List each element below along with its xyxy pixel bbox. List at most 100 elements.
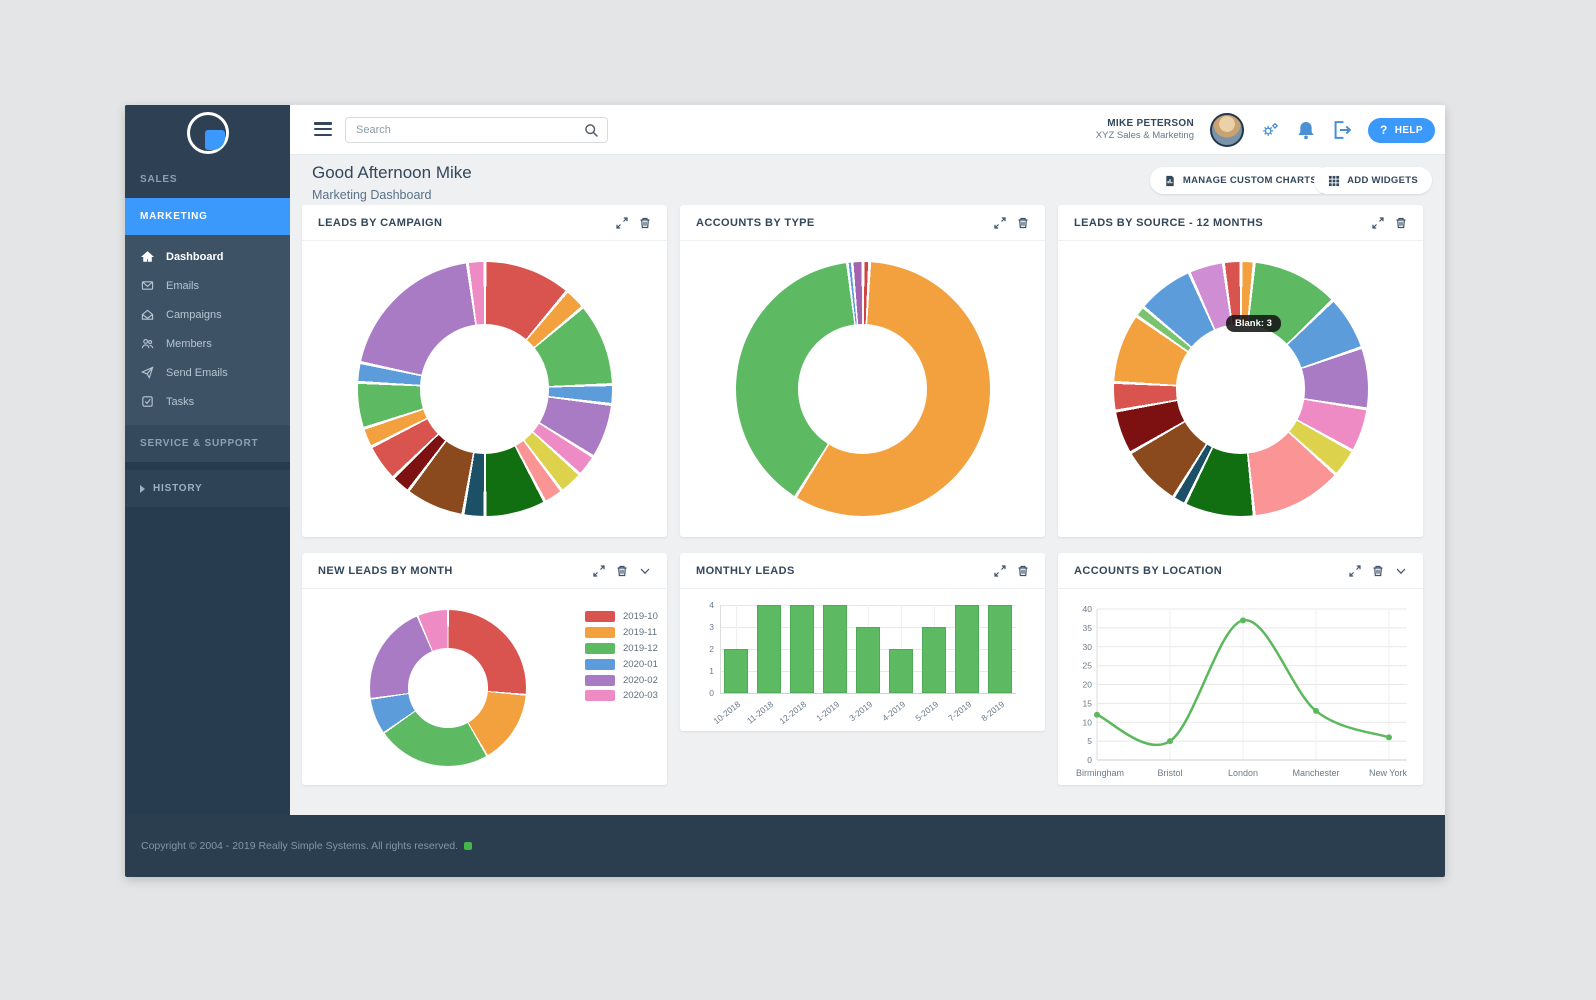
trash-icon[interactable] — [1372, 565, 1384, 577]
expand-icon[interactable] — [593, 564, 605, 577]
sidebar-item-label: Campaigns — [166, 308, 222, 321]
widget-accounts-by-type: ACCOUNTS BY TYPE — [680, 205, 1045, 537]
y-tick-label: 5 — [1087, 736, 1092, 746]
expand-icon[interactable] — [1372, 216, 1384, 229]
line-chart-accounts-by-location: 0 5 10 15 20 25 30 35 40 Birmingham Bristol London M… — [1076, 604, 1407, 778]
main-content: Good Afternoon Mike Marketing Dashboard … — [290, 155, 1445, 815]
search-icon[interactable] — [584, 123, 599, 138]
sidebar-section-history[interactable]: HISTORY — [125, 470, 290, 507]
sidebar-item-label: Dashboard — [166, 250, 224, 263]
status-dot-icon — [464, 842, 473, 850]
bar — [987, 605, 1012, 693]
sidebar-item-label: Send Emails — [166, 366, 228, 379]
trash-icon[interactable] — [639, 217, 651, 229]
y-tick-label: 0 — [709, 688, 714, 698]
sidebar-item-dashboard[interactable]: Dashboard — [125, 242, 290, 271]
trash-icon[interactable] — [1017, 565, 1029, 577]
legend-label: 2020-01 — [623, 658, 658, 670]
y-tick-label: 20 — [1083, 680, 1093, 690]
logo-container — [125, 105, 290, 161]
y-tick-label: 35 — [1083, 623, 1093, 633]
legend-item: 2020-02 — [585, 672, 658, 688]
legend-swatch — [585, 642, 615, 654]
expand-icon[interactable] — [994, 216, 1006, 229]
expand-icon[interactable] — [1349, 564, 1361, 577]
page-subtitle: Marketing Dashboard — [312, 188, 432, 202]
manage-custom-charts-button[interactable]: MANAGE CUSTOM CHARTS — [1149, 167, 1331, 194]
chart-tooltip: Blank: 3 — [1226, 315, 1281, 332]
bar — [790, 605, 815, 693]
users-icon — [141, 339, 154, 349]
topbar: MIKE PETERSON XYZ Sales & Marketing — [290, 105, 1445, 155]
help-button[interactable]: ? HELP — [1367, 117, 1435, 143]
sidebar-item-label: Members — [166, 337, 212, 350]
donut-chart-leads-by-source — [1113, 262, 1368, 516]
help-label: HELP — [1394, 124, 1423, 136]
data-point — [1094, 711, 1100, 718]
y-tick-label: 2 — [709, 644, 714, 654]
data-point — [1240, 617, 1246, 624]
sidebar-item-campaigns[interactable]: Campaigns — [125, 300, 290, 329]
y-axis — [720, 605, 721, 693]
logout-icon[interactable] — [1332, 120, 1352, 140]
sidebar-sales-label: SALES — [140, 174, 178, 185]
topbar-right-cluster: MIKE PETERSON XYZ Sales & Marketing — [1096, 105, 1435, 155]
expand-icon[interactable] — [994, 564, 1006, 577]
add-widgets-button[interactable]: ADD WIDGETS — [1314, 167, 1432, 194]
notifications-bell-icon[interactable] — [1296, 120, 1316, 140]
sidebar-item-tasks[interactable]: Tasks — [125, 387, 290, 416]
bar — [757, 605, 782, 693]
trash-icon[interactable] — [1395, 217, 1407, 229]
legend-swatch — [585, 611, 615, 623]
search-input[interactable] — [346, 118, 607, 142]
search-box — [345, 117, 608, 143]
widget-new-leads-by-month: NEW LEADS BY MONTH 2019-10 2019-11 2019-12… — [302, 553, 667, 785]
y-tick-label: 3 — [709, 622, 714, 632]
widget-title: ACCOUNTS BY LOCATION — [1074, 564, 1223, 577]
grid-icon — [1329, 175, 1340, 186]
sidebar-item-emails[interactable]: Emails — [125, 271, 290, 300]
donut-chart-new-leads-by-month — [370, 610, 526, 766]
y-tick-label: 1 — [709, 666, 714, 676]
page-title: Good Afternoon Mike — [312, 163, 472, 182]
chart-legend: 2019-10 2019-11 2019-12 2020-01 2020-02 2020-… — [585, 609, 658, 704]
sidebar-item-label: Tasks — [166, 395, 195, 408]
app-window: SALES MARKETING Dashboard Emails Campaig… — [125, 105, 1445, 877]
x-tick-label: Birmingham — [1076, 768, 1124, 778]
sidebar-section-marketing[interactable]: MARKETING — [125, 198, 290, 235]
chevron-down-icon[interactable] — [639, 565, 651, 577]
legend-swatch — [585, 658, 615, 670]
x-tick-label: London — [1228, 768, 1258, 778]
user-organization: XYZ Sales & Marketing — [1095, 130, 1194, 142]
widget-title: NEW LEADS BY MONTH — [318, 564, 453, 577]
donut-chart-accounts-by-type — [735, 262, 990, 516]
widget-accounts-by-location: ACCOUNTS BY LOCATION 0 5 10 15 20 25 30 35 40 Bir… — [1058, 553, 1423, 785]
legend-label: 2020-02 — [623, 674, 658, 686]
y-tick-label: 40 — [1083, 604, 1093, 614]
sidebar-item-members[interactable]: Members — [125, 329, 290, 358]
bar — [724, 649, 749, 693]
x-axis — [720, 693, 1016, 694]
sidebar-item-send-emails[interactable]: Send Emails — [125, 358, 290, 387]
chevron-down-icon[interactable] — [1395, 565, 1407, 577]
y-tick-label: 0 — [1087, 755, 1092, 765]
sidebar-marketing-label: MARKETING — [140, 211, 208, 222]
widget-title: ACCOUNTS BY TYPE — [696, 216, 815, 229]
expand-icon[interactable] — [616, 216, 628, 229]
settings-gears-icon[interactable] — [1260, 120, 1280, 140]
x-tick-label: Manchester — [1292, 768, 1339, 778]
hamburger-menu-icon[interactable] — [314, 122, 332, 136]
campaign-icon — [141, 309, 154, 320]
sidebar-item-label: Emails — [166, 279, 200, 292]
y-tick-label: 15 — [1083, 698, 1093, 708]
avatar[interactable] — [1209, 113, 1244, 147]
trash-icon[interactable] — [1017, 217, 1029, 229]
sidebar-section-sales[interactable]: SALES — [125, 161, 290, 198]
legend-label: 2019-12 — [623, 642, 658, 654]
sidebar-section-service-support[interactable]: SERVICE & SUPPORT — [125, 425, 290, 462]
trash-icon[interactable] — [616, 565, 628, 577]
x-tick-label: Bristol — [1157, 768, 1182, 778]
question-mark-icon: ? — [1379, 123, 1388, 137]
footer: Copyright © 2004 - 2019 Really Simple Sy… — [125, 815, 1445, 877]
bar — [823, 605, 848, 693]
